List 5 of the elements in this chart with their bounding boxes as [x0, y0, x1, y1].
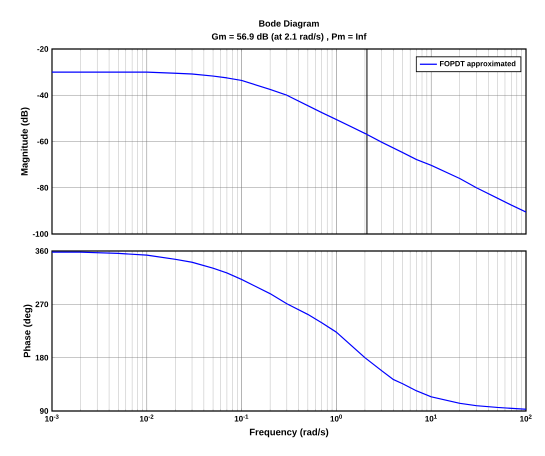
y-axis-title: Magnitude (dB): [20, 108, 30, 176]
chart-subtitle: Gm = 56.9 dB (at 2.1 rad/s) , Pm = Inf: [212, 33, 366, 42]
chart-title: Bode Diagram: [259, 20, 319, 28]
y-axis-title: Phase (deg): [23, 304, 32, 358]
x-axis-title: Frequency (rad/s): [250, 428, 328, 438]
